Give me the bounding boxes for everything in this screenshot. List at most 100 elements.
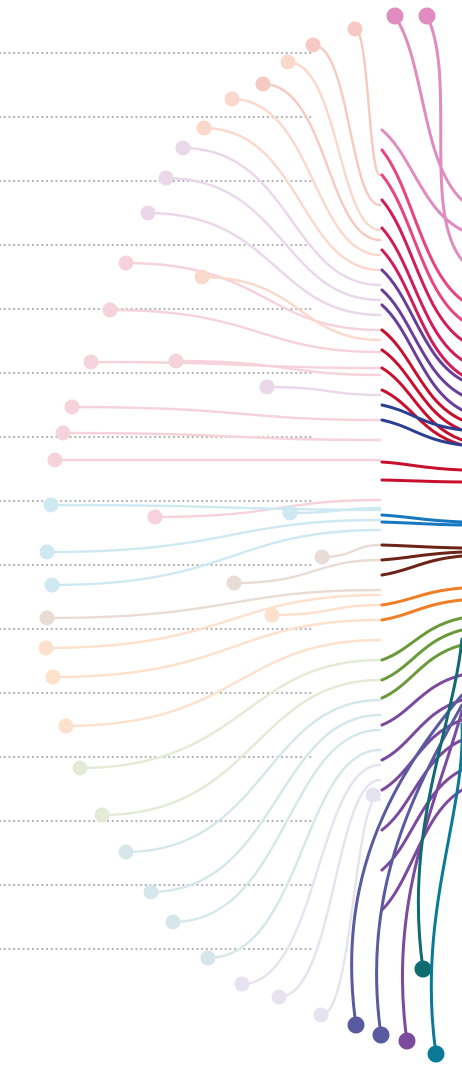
faded-strand-node [282,505,298,521]
faded-strand [202,126,382,272]
highlighted-strand [380,520,462,527]
highlighted-strand [380,586,462,607]
bottom-strand-node [414,960,432,978]
faded-strand-node [45,669,61,685]
faded-strand [240,763,382,986]
faded-strand-node [313,1007,329,1023]
faded-strand-node [365,787,381,803]
faded-strand-node [39,610,55,626]
highlighted-strand [380,673,462,727]
faded-strand-node [47,452,63,468]
faded-strand [45,518,382,554]
faded-strand [232,558,382,585]
faded-strand-node [168,353,184,369]
faded-strand [265,385,382,397]
faded-strand [277,778,382,999]
highlighted-strand [380,348,462,432]
highlighted-strand [380,418,462,447]
highlighted-strand [425,14,462,262]
faded-strand [64,638,382,728]
faded-strand [50,528,382,587]
faded-strand-node [72,760,88,776]
top-strand-node [386,7,404,25]
faded-strand-node [147,509,163,525]
faded-strand-node [83,354,99,370]
faded-strand [270,603,382,617]
faded-strand-node [234,976,250,992]
highlighted-strand [380,128,462,232]
faded-strand [49,503,382,512]
bottom-strand [350,693,462,1027]
faded-strand-node [280,54,296,70]
faded-strand-node [143,884,159,900]
faded-strand [200,275,382,342]
faded-strand [61,431,382,442]
faded-strand [206,748,382,960]
faded-strand-node [165,914,181,930]
highlighted-strand [380,460,462,472]
highlighted-strand [380,598,462,622]
highlighted-strand [380,198,462,342]
faded-strand-node [314,549,330,565]
faded-strand [44,593,382,650]
faded-strand-node [271,989,287,1005]
faded-strand [124,261,382,332]
highlighted-strand [380,148,462,302]
faded-strand-node [58,718,74,734]
faded-strand [230,97,382,257]
highlighted-strand [380,554,462,577]
faded-strand [311,43,382,207]
faded-strand-node [305,37,321,53]
faded-strand [146,211,382,317]
bottom-strand-node [372,1026,390,1044]
faded-strand-node [140,205,156,221]
faded-strand-node [118,844,134,860]
faded-strand-node [94,807,110,823]
faded-strand-node [194,269,210,285]
faded-strand-node [255,76,271,92]
highlighted-strand [380,543,462,550]
faded-strand-node [264,607,280,623]
faded-strand-node [175,140,191,156]
bottom-strand-node [347,1016,365,1034]
bottom-strand-node [398,1032,416,1050]
highlighted-strand [380,328,462,422]
highlighted-strand [380,248,462,377]
highlighted-strand [380,788,462,912]
highlighted-strand [380,478,462,484]
faded-strand [51,618,382,679]
highlighted-strand [380,513,462,524]
faded-strand [70,405,382,422]
faded-strand [100,678,382,817]
faded-strand [171,728,382,924]
faded-strand [286,60,382,232]
highlighted-strand [380,628,462,682]
faded-strand-node [55,425,71,441]
highlighted-strand [380,643,462,700]
faded-strand-node [196,120,212,136]
faded-strand-node [39,544,55,560]
faded-strand [174,359,382,377]
faded-strand [353,27,382,177]
faded-strand-node [118,255,134,271]
faded-strand [164,176,382,302]
faded-strand-node [64,399,80,415]
faded-strand-node [158,170,174,186]
faded-strand [124,698,382,854]
faded-strands [38,21,382,1023]
faded-strand-node [200,950,216,966]
highlighted-strand [380,366,462,442]
faded-strand-node [226,575,242,591]
highlighted-strand [380,303,462,412]
faded-strand [108,308,382,354]
faded-strand-node [347,21,363,37]
highlighted-strand [380,550,462,562]
highlighted-strand [380,268,462,382]
faded-strand-node [102,302,118,318]
faded-strand [261,82,382,242]
faded-strand [78,658,382,770]
faded-strand [89,360,382,370]
top-strand-node [418,7,436,25]
highlighted-strand [380,226,462,362]
